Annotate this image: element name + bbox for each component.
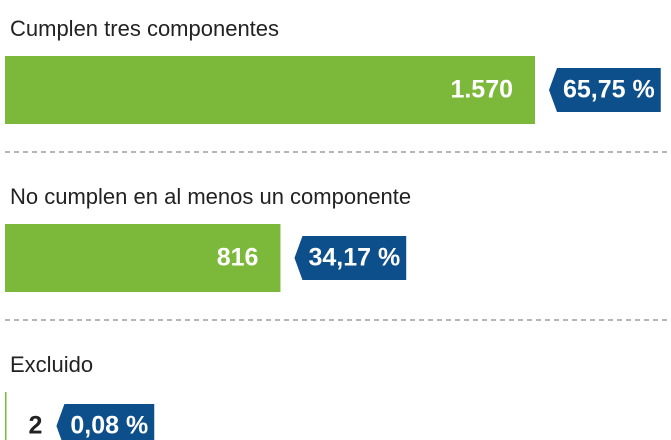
percentage-label: 65,75 % (563, 76, 655, 104)
percentage-badge (56, 404, 155, 440)
value-label: 1.570 (450, 76, 513, 104)
category-label: Cumplen tres componentes (10, 16, 279, 41)
value-label: 2 (29, 412, 43, 440)
value-label: 816 (217, 244, 259, 272)
percentage-label: 34,17 % (308, 244, 400, 272)
bar (5, 392, 7, 440)
category-label: Excluido (10, 352, 93, 377)
percentage-badge (294, 236, 407, 280)
bar (5, 56, 535, 124)
percentage-label: 0,08 % (70, 412, 148, 440)
percentage-badge (549, 68, 661, 112)
bar (5, 224, 281, 292)
category-label: No cumplen en al menos un componente (10, 184, 411, 209)
